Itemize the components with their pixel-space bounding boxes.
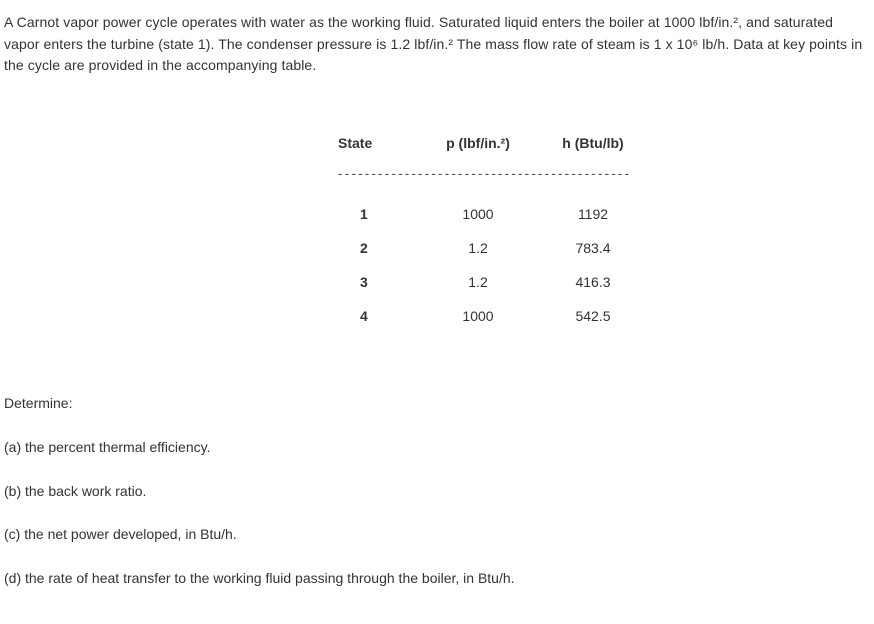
header-enthalpy: h (Btu/lb) (538, 133, 648, 155)
cell-pressure: 1000 (418, 204, 538, 226)
cell-enthalpy: 783.4 (538, 238, 648, 260)
cell-enthalpy: 416.3 (538, 272, 648, 294)
cell-pressure: 1000 (418, 306, 538, 328)
data-table: State p (lbf/in.²) h (Btu/lb) ----------… (338, 133, 870, 333)
cell-pressure: 1.2 (418, 272, 538, 294)
cell-state: 4 (338, 306, 418, 328)
header-pressure: p (lbf/in.²) (418, 133, 538, 155)
problem-intro: A Carnot vapor power cycle operates with… (4, 12, 870, 77)
table-row: 4 1000 542.5 (338, 300, 870, 334)
header-state: State (338, 133, 418, 155)
cell-state: 1 (338, 204, 418, 226)
determine-label: Determine: (4, 393, 870, 415)
question-d: (d) the rate of heat transfer to the wor… (4, 568, 870, 590)
cell-enthalpy: 1192 (538, 204, 648, 226)
table-row: 1 1000 1192 (338, 198, 870, 232)
table-row: 2 1.2 783.4 (338, 232, 870, 266)
question-c: (c) the net power developed, in Btu/h. (4, 524, 870, 546)
table-header-row: State p (lbf/in.²) h (Btu/lb) (338, 133, 870, 155)
cell-pressure: 1.2 (418, 238, 538, 260)
cell-enthalpy: 542.5 (538, 306, 648, 328)
question-b: (b) the back work ratio. (4, 481, 870, 503)
table-row: 3 1.2 416.3 (338, 266, 870, 300)
cell-state: 2 (338, 238, 418, 260)
question-a: (a) the percent thermal efficiency. (4, 437, 870, 459)
cell-state: 3 (338, 272, 418, 294)
table-rule: ----------------------------------------… (338, 163, 870, 185)
